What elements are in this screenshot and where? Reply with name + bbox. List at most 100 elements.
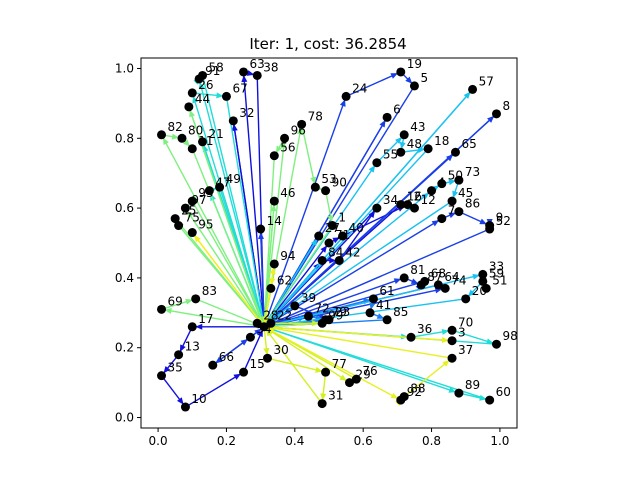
route-38-edge [263,326,399,399]
edge-line [263,326,398,399]
node-67-marker [221,91,231,101]
node-17-label: 17 [198,312,213,326]
edge-line [191,232,263,325]
node-49-marker [215,182,225,192]
route-29-edge [164,308,265,328]
node-30-marker [262,353,272,363]
node-5-marker [409,81,419,91]
edge-arrowhead [393,278,402,285]
edge-arrowhead [421,192,430,200]
node-1-marker [327,221,337,231]
node-64-marker [433,280,443,290]
node-97-marker [180,203,190,213]
node-35-marker [157,371,167,381]
node-69-label: 69 [168,294,183,308]
node-33-label: 33 [489,259,504,273]
edge-line [178,225,263,325]
node-56-marker [269,151,279,161]
node-39-marker [290,301,300,311]
edge-line [300,124,316,184]
edge-arrowhead [265,329,273,337]
node-65-label: 65 [461,137,476,151]
route-38-edge [403,360,450,398]
node-63-label: 63 [250,57,265,71]
node-13-label: 13 [185,340,200,354]
node-3-label: 3 [458,326,466,340]
node-80-marker [177,133,187,143]
route-36-edge [320,372,327,401]
node-13-marker [174,350,184,360]
node-37-marker [447,353,457,363]
node-31-label: 31 [328,389,343,403]
route-edges [160,70,497,408]
node-11-marker [187,144,197,154]
node-96-label: 96 [291,123,306,137]
node-60-marker [485,395,495,405]
edge-line [201,75,264,324]
node-71-marker [324,238,334,248]
node-21-label: 21 [209,127,224,141]
node-59-label: 59 [489,266,504,280]
node-4-marker [427,186,437,196]
route-36-edge [263,326,270,356]
node-96-marker [280,133,290,143]
node-1-label: 1 [338,211,346,225]
edge-arrowhead [163,365,171,374]
node-82-label: 82 [168,120,183,134]
edge-arrowhead [442,360,450,367]
node-3-marker [447,336,457,346]
node-40-marker [338,231,348,241]
chart-title: Iter: 1, cost: 36.2854 [249,35,406,53]
node-53-marker [310,182,320,192]
edge-line [451,329,493,344]
node-42-marker [334,255,344,265]
route-8-edge [458,210,487,225]
node-4-label: 4 [438,176,446,190]
node-41-label: 41 [376,298,391,312]
node-93-marker [187,196,197,206]
node-41-marker [365,308,375,318]
node-7-marker [437,214,447,224]
edge-line [242,330,264,373]
node-8-marker [491,109,501,119]
node-51-label: 51 [492,273,507,287]
route-23-edge [266,327,490,401]
edge-line [268,322,323,328]
edge-arrowhead [263,347,270,356]
edge-line [265,329,323,404]
edge-arrowhead [368,165,376,173]
node-12-label: 12 [420,193,435,207]
y-tick-label: 1.0 [115,61,134,75]
node-66-label: 66 [219,350,234,364]
node-45-marker [447,196,457,206]
edge-arrowhead [467,289,475,297]
node-57-marker [468,84,478,94]
node-24-label: 24 [352,81,367,95]
edge-line [195,298,261,326]
node-75-marker [174,221,184,231]
edge-arrowhead [390,392,399,399]
node-27-marker [314,231,324,241]
edge-arrowhead [216,92,224,99]
edge-arrowhead [241,74,248,83]
node-85-label: 85 [393,305,408,319]
edge-line [263,278,401,328]
node-40-label: 40 [349,221,364,235]
node-6-label: 6 [393,102,401,116]
edge-line [212,339,248,366]
node-29-label: 29 [356,368,371,382]
edge-line [266,151,456,325]
node-20-marker [461,294,471,304]
route-22-edge [410,328,450,338]
node-6-marker [382,112,392,122]
node-7-label: 7 [448,204,456,218]
edge-line [265,85,416,324]
route-1-edge [212,339,248,366]
node-78-label: 78 [308,109,323,123]
node-97-label: 97 [191,193,206,207]
node-49-label: 49 [226,172,241,186]
node-70-marker [447,325,457,335]
node-37-label: 37 [458,343,473,357]
node-90-marker [321,186,331,196]
